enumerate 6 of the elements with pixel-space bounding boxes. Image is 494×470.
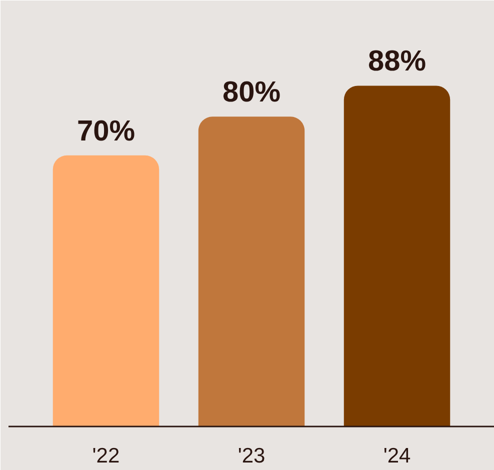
data-label: 88% (368, 46, 426, 78)
x-tick-label: '24 (383, 444, 412, 468)
data-label: 70% (76, 115, 136, 148)
x-tick-label: '23 (238, 444, 266, 468)
data-label: 80% (222, 76, 281, 109)
x-tick-label: '22 (92, 444, 120, 468)
